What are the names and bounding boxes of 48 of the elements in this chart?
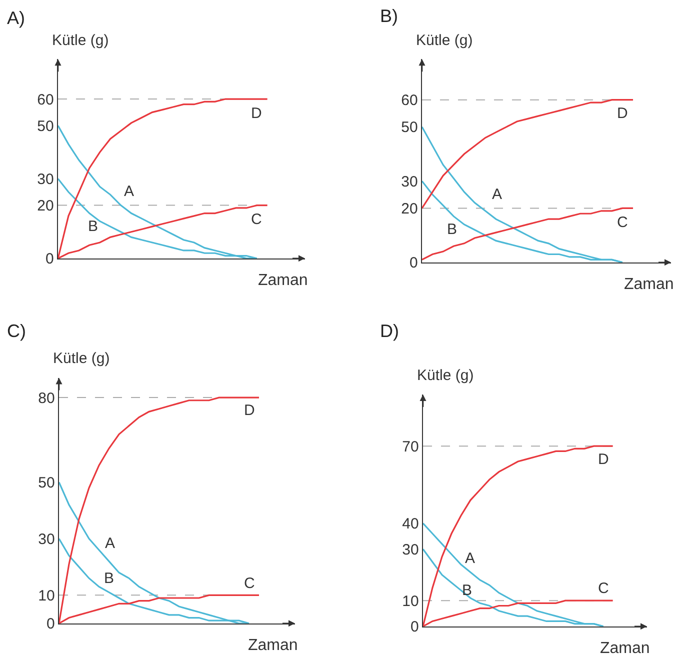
y-tick-label: 0 (410, 618, 419, 636)
chart-title: C) (7, 321, 26, 341)
series-label: B (462, 582, 472, 599)
series-label: C (244, 575, 255, 592)
series-label: B (88, 218, 98, 235)
series-label: D (617, 105, 628, 122)
series-label: B (104, 570, 114, 587)
y-axis-title: Kütle (g) (416, 32, 473, 49)
x-axis-title: Zaman (600, 640, 650, 657)
series-label: B (447, 221, 458, 238)
y-tick-label: 0 (46, 616, 55, 633)
series-label: A (492, 186, 502, 203)
series-label: C (617, 214, 628, 231)
y-tick-label: 70 (402, 438, 419, 456)
series-label: A (124, 183, 134, 200)
y-tick-label: 30 (38, 530, 55, 548)
y-tick-label: 30 (402, 541, 419, 558)
x-axis-title: Zaman (248, 637, 298, 654)
y-tick-label: 60 (401, 92, 418, 110)
y-tick-label: 80 (38, 390, 55, 407)
y-tick-label: 0 (46, 250, 54, 268)
y-axis-title: Kütle (g) (52, 32, 109, 49)
series-label: D (251, 105, 262, 122)
y-tick-label: 60 (37, 91, 54, 108)
series-label: A (465, 550, 476, 567)
series-label: D (598, 451, 609, 468)
series-label: D (244, 402, 255, 419)
y-tick-label: 50 (38, 474, 55, 492)
y-tick-label: 50 (37, 118, 54, 135)
y-tick-label: 10 (38, 587, 55, 604)
y-tick-label: 10 (402, 592, 419, 610)
y-axis-title: Kütle (g) (417, 367, 474, 384)
y-tick-label: 20 (401, 200, 418, 218)
y-tick-label: 40 (402, 516, 419, 533)
y-tick-label: 0 (410, 254, 418, 272)
y-axis-title: Kütle (g) (53, 350, 110, 367)
series-label: A (105, 535, 116, 552)
chart-title: B) (380, 6, 398, 26)
x-axis-title: Zaman (624, 276, 674, 293)
chart-title: D) (380, 321, 399, 341)
y-tick-label: 30 (401, 173, 418, 190)
x-axis-title: Zaman (258, 272, 308, 289)
series-label: C (598, 580, 609, 597)
y-tick-label: 50 (401, 119, 418, 136)
y-tick-label: 30 (37, 170, 54, 188)
series-label: C (251, 211, 262, 228)
y-tick-label: 20 (37, 198, 54, 215)
chart-title: A) (7, 8, 25, 28)
